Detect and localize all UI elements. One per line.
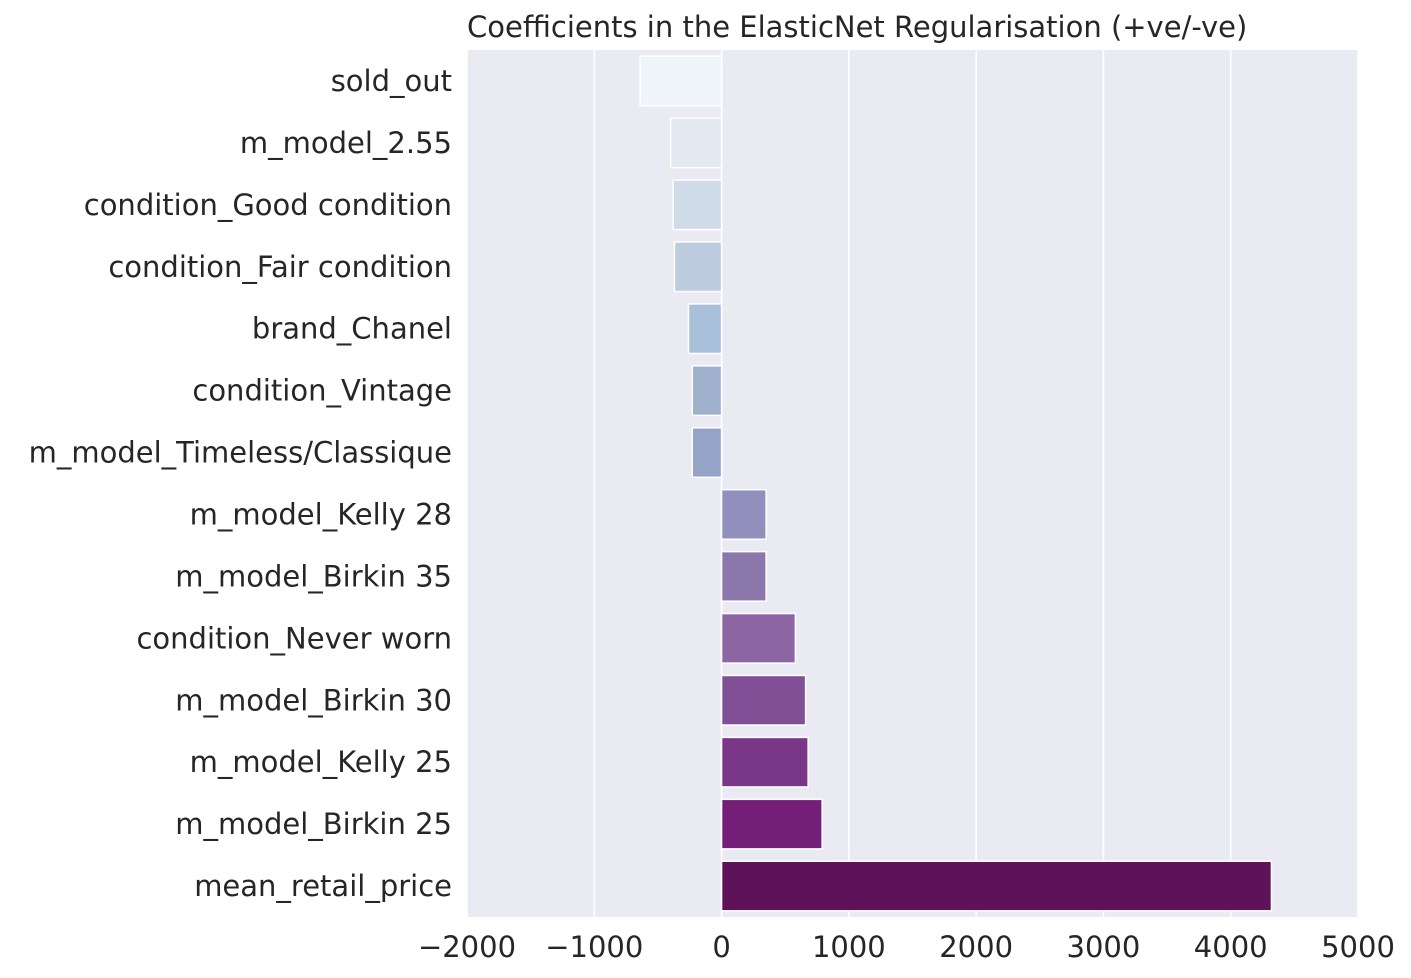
chart-title: Coefficients in the ElasticNet Regularis…	[467, 10, 1247, 44]
x-tick-label: 0	[712, 930, 730, 964]
x-tick-label: −1000	[545, 930, 643, 964]
y-tick-label: condition_Good condition	[84, 188, 452, 222]
x-tick-label: 3000	[1067, 930, 1141, 964]
bar	[687, 303, 723, 355]
y-tick-label: m_model_Birkin 30	[175, 683, 452, 717]
x-tick-label: 5000	[1321, 930, 1395, 964]
y-tick-label: m_model_Kelly 25	[190, 745, 452, 779]
x-tick-label: −2000	[418, 930, 516, 964]
plot-background	[467, 50, 1358, 917]
y-tick-label: brand_Chanel	[252, 312, 452, 346]
bar	[691, 365, 723, 417]
bar	[720, 488, 767, 540]
x-tick-label: 2000	[939, 930, 1013, 964]
y-tick-label: condition_Fair condition	[108, 250, 452, 284]
y-tick-label: mean_retail_price	[194, 869, 452, 903]
bar	[669, 117, 723, 169]
bar	[720, 860, 1273, 912]
x-tick-label: 4000	[1194, 930, 1268, 964]
bar	[639, 55, 723, 107]
y-tick-label: m_model_Birkin 25	[175, 807, 452, 841]
bar	[673, 241, 723, 293]
y-tick-label: condition_Vintage	[192, 374, 452, 408]
y-tick-label: m_model_Timeless/Classique	[29, 436, 452, 470]
x-tick-label: 1000	[812, 930, 886, 964]
y-tick-label: sold_out	[331, 64, 452, 98]
y-tick-label: condition_Never worn	[136, 621, 452, 655]
bar	[672, 179, 723, 231]
bar	[691, 427, 723, 479]
y-tick-label: m_model_2.55	[240, 126, 452, 160]
bar	[720, 798, 823, 850]
bar	[720, 612, 797, 664]
bar	[720, 674, 807, 726]
bar	[720, 550, 767, 602]
y-tick-label: m_model_Birkin 35	[175, 559, 452, 593]
y-tick-label: m_model_Kelly 28	[190, 497, 452, 531]
bar	[720, 736, 809, 788]
